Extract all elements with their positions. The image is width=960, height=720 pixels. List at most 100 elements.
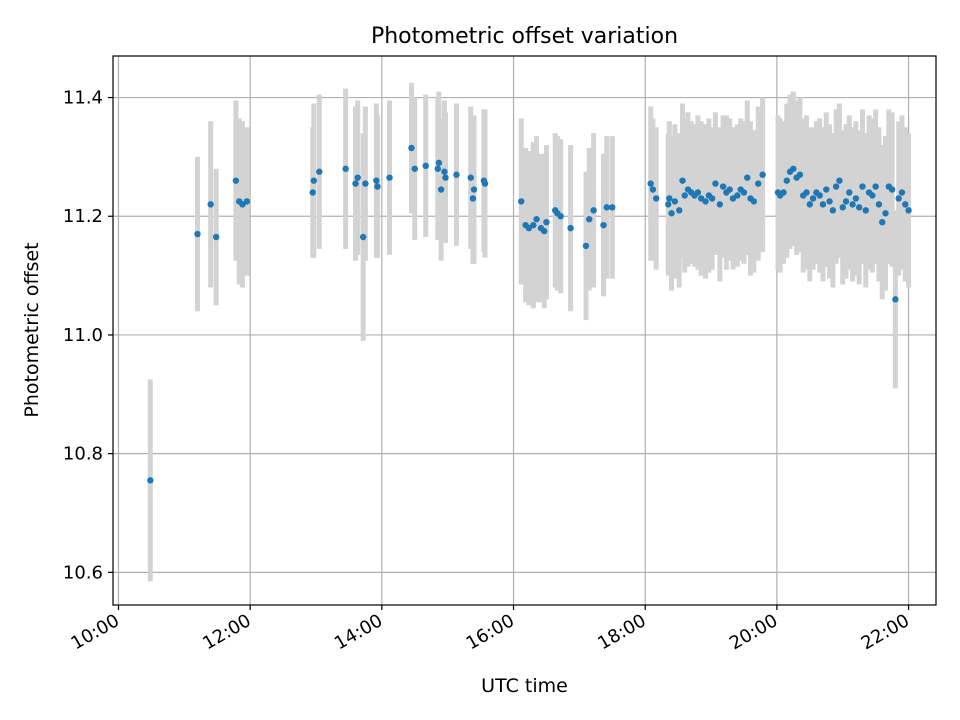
data-point [819, 201, 827, 208]
y-axis-label: Photometric offset [21, 242, 43, 417]
data-point [826, 198, 833, 205]
data-point [783, 177, 790, 184]
data-point [665, 201, 672, 208]
data-points [147, 144, 912, 484]
data-point [582, 242, 590, 250]
data-point [796, 171, 804, 178]
data-point [832, 183, 840, 190]
data-point [726, 186, 733, 193]
data-point [892, 296, 899, 303]
data-point [755, 180, 762, 187]
data-point [518, 198, 525, 205]
data-point [681, 192, 688, 199]
data-point [652, 195, 660, 202]
data-point [679, 177, 686, 184]
data-point [836, 177, 843, 184]
data-point [806, 201, 814, 208]
data-point [816, 192, 823, 199]
data-point [543, 218, 550, 226]
data-point [803, 189, 810, 196]
data-point [373, 177, 380, 184]
data-point [780, 189, 787, 196]
data-point [469, 195, 477, 202]
data-point [422, 162, 429, 169]
data-point [702, 198, 709, 205]
data-point [194, 230, 201, 238]
data-point [470, 186, 478, 193]
data-point [530, 221, 537, 229]
data-point [442, 174, 449, 181]
data-point [855, 204, 863, 211]
data-point [671, 198, 679, 205]
data-point [232, 177, 240, 184]
data-point [823, 186, 830, 193]
data-point [310, 177, 318, 184]
data-point [453, 171, 460, 178]
data-point [809, 195, 817, 202]
data-point [600, 221, 607, 229]
data-point [567, 224, 574, 232]
data-point [712, 180, 719, 187]
data-point [411, 165, 418, 172]
y-tick-label: 11.4 [63, 88, 103, 109]
data-point [898, 189, 906, 196]
data-point [708, 195, 716, 202]
data-point [557, 213, 564, 220]
data-point [147, 477, 154, 484]
data-point [533, 216, 540, 223]
data-point [434, 165, 442, 172]
y-tick-label: 11.0 [63, 325, 103, 346]
data-point [744, 174, 751, 181]
data-point [541, 227, 548, 235]
y-axis: 10.6 10.8 11.0 11.2 11.4 [63, 88, 113, 583]
data-point [859, 183, 866, 190]
data-point [879, 218, 886, 226]
data-point [354, 174, 361, 181]
x-axis-label: UTC time [481, 675, 568, 697]
data-point [829, 207, 837, 214]
data-point [207, 201, 214, 208]
data-point [386, 174, 393, 181]
data-point [759, 171, 766, 178]
data-point [609, 204, 616, 211]
data-point [435, 159, 443, 167]
data-point [895, 195, 902, 202]
data-point [694, 189, 702, 196]
data-point [716, 201, 724, 208]
data-point [849, 201, 856, 208]
data-point [869, 192, 876, 199]
data-point [668, 210, 675, 217]
data-point [839, 204, 846, 211]
data-point [852, 195, 860, 202]
data-point [603, 204, 610, 211]
data-point [842, 198, 850, 205]
data-point [243, 198, 251, 205]
data-point [362, 180, 369, 187]
data-point [359, 233, 367, 241]
y-tick-label: 11.2 [63, 206, 103, 227]
y-tick-label: 10.6 [63, 562, 103, 583]
data-point [875, 201, 883, 208]
data-point [481, 180, 489, 187]
data-point [649, 186, 657, 193]
plot-frame [112, 55, 937, 606]
data-point [882, 210, 889, 217]
data-point [316, 168, 323, 175]
data-point [352, 180, 359, 187]
data-point [862, 207, 869, 214]
data-point [740, 189, 748, 196]
data-point [212, 233, 220, 241]
data-point [676, 207, 683, 214]
data-point [408, 144, 415, 152]
data-point [719, 183, 727, 190]
data-point [590, 207, 597, 214]
data-point [846, 189, 853, 196]
data-point [374, 183, 381, 190]
data-point [872, 183, 879, 190]
data-point [441, 168, 448, 175]
data-point [666, 195, 673, 202]
data-point [309, 189, 316, 196]
data-point [342, 165, 349, 172]
